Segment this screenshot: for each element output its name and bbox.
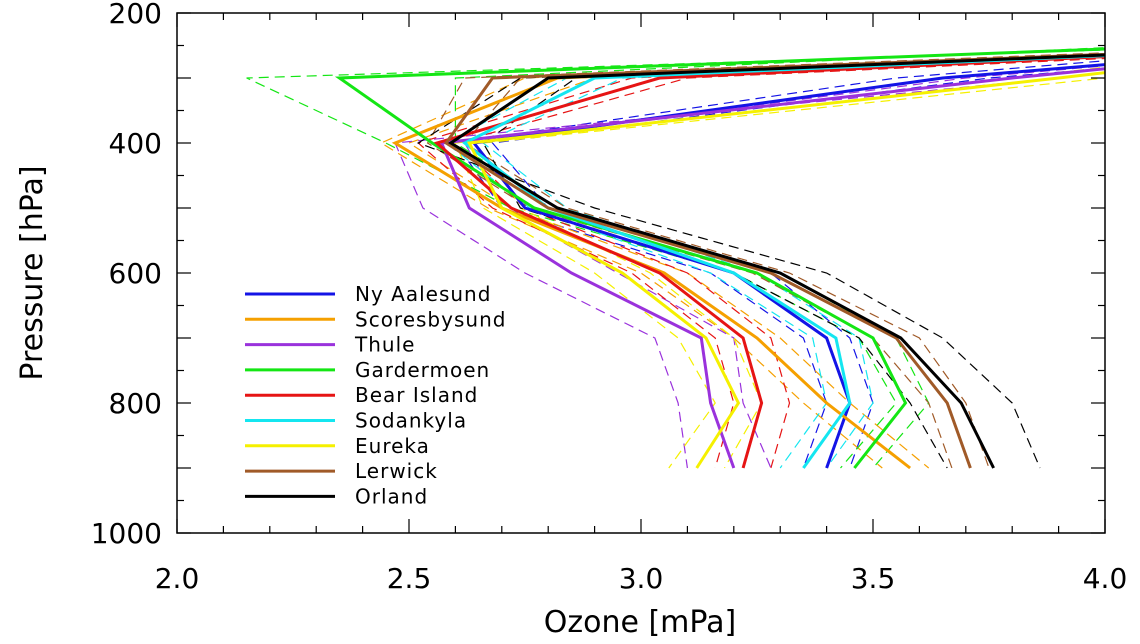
x-tick-label: 3.0 — [619, 562, 664, 595]
legend-label: Orland — [355, 484, 428, 508]
dashed-line-scoresbysund-1 — [407, 56, 1105, 469]
legend-label: Gardermoen — [355, 358, 490, 382]
dashed-line-orland-2 — [482, 53, 1105, 469]
x-tick-label: 2.0 — [155, 562, 200, 595]
x-tick-label: 2.5 — [387, 562, 432, 595]
x-tick-label: 3.5 — [851, 562, 896, 595]
y-tick-label: 600 — [109, 257, 162, 290]
axis-labels: 2.0 2.5 3.0 3.5 4.0 200 400 600 800 1000 — [91, 0, 1128, 595]
plot-area — [246, 47, 1105, 470]
dashed-line-lerwick-1 — [463, 55, 1105, 469]
x-axis-title: Ozone [mPa] — [544, 605, 736, 640]
x-tick-label: 4.0 — [1083, 562, 1128, 595]
legend-item-orland: Orland — [245, 484, 428, 508]
legend: Ny AalesundScoresbysundThuleGardermoenBe… — [245, 282, 506, 508]
legend-label: Ny Aalesund — [355, 282, 491, 306]
y-tick-label: 1000 — [91, 517, 162, 550]
dashed-line-gardermoen-1 — [246, 49, 1105, 469]
legend-item-gardermoen: Gardermoen — [245, 358, 490, 382]
dashed-line-sodankyla-2 — [445, 53, 1105, 469]
legend-item-sodankyla: Sodankyla — [245, 409, 467, 433]
series-line-gardermoen — [334, 47, 1105, 469]
y-tick-label: 400 — [109, 127, 162, 160]
legend-item-bear-island: Bear Island — [245, 383, 478, 407]
legend-label: Bear Island — [355, 383, 478, 407]
legend-item-lerwick: Lerwick — [245, 459, 438, 483]
legend-item-eureka: Eureka — [245, 434, 430, 458]
series-line-orland — [448, 53, 1105, 469]
legend-label: Eureka — [355, 434, 430, 458]
series-line-ny-aalesund — [471, 63, 1105, 469]
dashed-line-eureka-1 — [482, 77, 1105, 469]
y-tick-label: 200 — [109, 0, 162, 30]
legend-label: Scoresbysund — [355, 307, 506, 331]
y-axis-title: Pressure [hPa] — [15, 165, 50, 380]
series-line-eureka — [466, 71, 1105, 469]
legend-item-thule: Thule — [245, 333, 415, 357]
legend-item-scoresbysund: Scoresbysund — [245, 307, 506, 331]
series-line-bear-island — [433, 55, 1105, 469]
legend-label: Lerwick — [355, 459, 438, 483]
legend-label: Thule — [354, 333, 415, 357]
legend-item-ny-aalesund: Ny Aalesund — [245, 282, 491, 306]
dashed-line-thule-2 — [463, 65, 1105, 469]
dashed-line-sodankyla-1 — [482, 56, 1105, 469]
series-line-lerwick — [443, 52, 1105, 469]
legend-label: Sodankyla — [355, 409, 467, 433]
axis-ticks — [176, 12, 1106, 534]
series-line-thule — [439, 67, 1105, 469]
y-tick-label: 800 — [109, 387, 162, 420]
dashed-line-scoresbysund-2 — [379, 52, 1105, 469]
series-line-sodankyla — [461, 54, 1105, 469]
dashed-line-orland-1 — [416, 55, 1105, 469]
dashed-line-bear-island-1 — [454, 57, 1105, 469]
